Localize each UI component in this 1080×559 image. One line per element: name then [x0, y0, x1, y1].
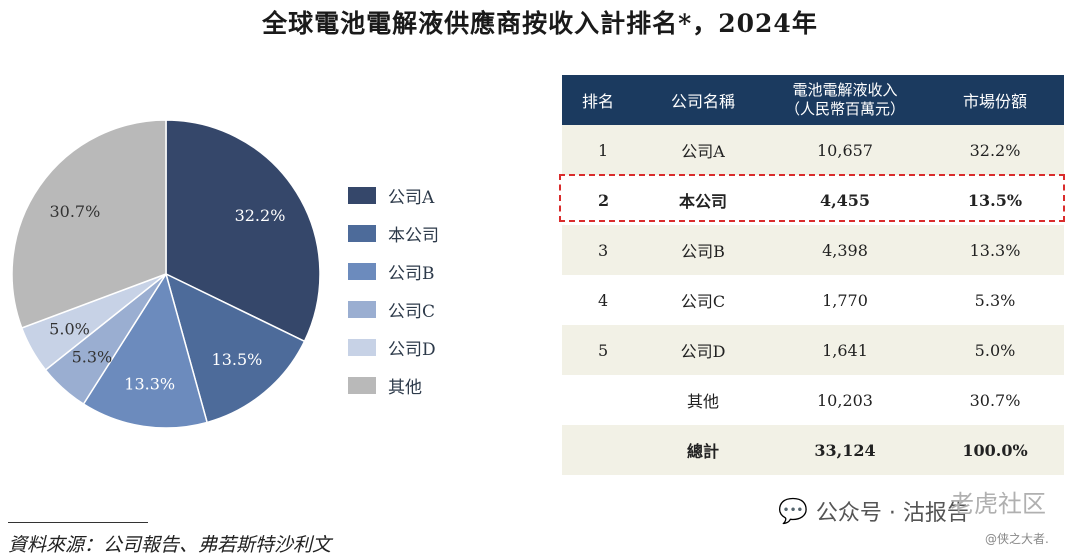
legend-label: 本公司 — [388, 225, 439, 246]
table-row: 1 公司A 10,657 32.2% — [562, 125, 1064, 175]
legend-swatch — [348, 300, 376, 318]
cell-share: 13.5% — [967, 190, 1023, 210]
watermark-text: 公众号 · 沽报告 — [815, 501, 969, 526]
cell-revenue: 4,455 — [819, 190, 871, 210]
cell-name: 公司B — [681, 242, 725, 261]
header-company-name: 公司名稱 — [670, 92, 735, 111]
cell-name: 總計 — [686, 442, 719, 461]
slice-label: 5.0% — [49, 320, 90, 339]
legend-item-others: 其他 — [348, 366, 439, 404]
table-row: 5 公司D 1,641 5.0% — [562, 325, 1064, 375]
slice-others — [11, 120, 167, 329]
legend-item-company-d: 公司D — [348, 328, 439, 366]
cell-rank: 2 — [598, 190, 610, 210]
cell-name: 公司A — [681, 142, 725, 161]
watermark-handle: @侠之大者. — [985, 532, 1049, 546]
source-note: 資料來源：公司報告、弗若斯特沙利文 — [8, 534, 332, 556]
cell-revenue: 33,124 — [814, 440, 876, 460]
legend-label: 其他 — [388, 377, 422, 398]
slice-label: 30.7% — [49, 202, 100, 221]
watermark-faint: 老虎社区 — [950, 490, 1046, 518]
legend-label: 公司A — [388, 187, 435, 208]
slice-company-a — [165, 120, 321, 343]
table-header: 排名 公司名稱 電池電解液收入 （人民幣百萬元） 市場份額 — [562, 75, 1064, 125]
cell-rank: 1 — [598, 140, 609, 160]
source-divider — [8, 522, 148, 523]
cell-name: 公司C — [680, 292, 726, 311]
slice-company-b — [82, 272, 209, 429]
table-row-highlighted: 2 本公司 4,455 13.5% — [562, 175, 1064, 225]
cell-revenue: 1,770 — [822, 290, 868, 310]
ranking-table: 排名 公司名稱 電池電解液收入 （人民幣百萬元） 市場份額 1 公司A 10,6… — [562, 75, 1064, 475]
cell-name: 其他 — [686, 392, 719, 411]
slice-label: 13.5% — [212, 350, 263, 369]
legend-swatch — [348, 376, 376, 394]
legend-item-company-c: 公司C — [348, 290, 439, 328]
header-rank: 排名 — [582, 92, 615, 111]
legend-swatch — [348, 224, 376, 242]
cell-share: 5.0% — [974, 340, 1016, 360]
cell-revenue: 4,398 — [822, 240, 868, 260]
chart-legend: 公司A 本公司 公司B 公司C 公司D 其他 — [348, 176, 439, 404]
legend-label: 公司B — [388, 263, 435, 284]
legend-swatch — [348, 186, 376, 204]
cell-rank: 5 — [598, 340, 609, 360]
cell-share: 100.0% — [962, 440, 1028, 460]
cell-revenue: 10,657 — [817, 140, 873, 160]
cell-rank: 3 — [598, 240, 609, 260]
legend-item-company-b: 公司B — [348, 252, 439, 290]
table-row: 其他 10,203 30.7% — [562, 375, 1064, 425]
cell-name: 本公司 — [678, 192, 727, 211]
cell-share: 13.3% — [969, 240, 1021, 260]
cell-revenue: 1,641 — [822, 340, 868, 360]
header-market-share: 市場份額 — [962, 92, 1027, 111]
wechat-icon: 💬 — [778, 497, 808, 525]
cell-share: 32.2% — [969, 140, 1021, 160]
legend-swatch — [348, 338, 376, 356]
table-row: 4 公司C 1,770 5.3% — [562, 275, 1064, 325]
watermark: 💬 公众号 · 沽报告 — [778, 495, 969, 527]
chart-title: 全球電池電解液供應商按收入計排名*，2024年 — [262, 9, 818, 38]
header-revenue-line2: （人民幣百萬元） — [784, 100, 905, 118]
legend-item-our-company: 本公司 — [348, 214, 439, 252]
pie-chart: 32.2% 13.5% 13.3% 5.3% 5.0% 30.7% — [11, 120, 321, 429]
header-revenue-line1: 電池電解液收入 — [792, 81, 898, 99]
table-row: 3 公司B 4,398 13.3% — [562, 225, 1064, 275]
legend-label: 公司C — [388, 301, 436, 322]
slice-label: 32.2% — [235, 206, 286, 225]
table-row-total: 總計 33,124 100.0% — [562, 425, 1064, 475]
legend-label: 公司D — [388, 339, 436, 360]
cell-rank: 4 — [598, 290, 609, 310]
slice-label: 13.3% — [124, 375, 175, 394]
legend-swatch — [348, 262, 376, 280]
highlight-dashed-box — [559, 174, 1065, 222]
cell-name: 公司D — [680, 342, 726, 361]
cell-share: 30.7% — [969, 390, 1021, 410]
cell-share: 5.3% — [974, 290, 1016, 310]
slice-label: 5.3% — [72, 347, 113, 366]
legend-item-company-a: 公司A — [348, 176, 439, 214]
slice-our-company — [164, 272, 306, 424]
header-revenue: 電池電解液收入 （人民幣百萬元） — [764, 81, 926, 119]
cell-revenue: 10,203 — [817, 390, 873, 410]
